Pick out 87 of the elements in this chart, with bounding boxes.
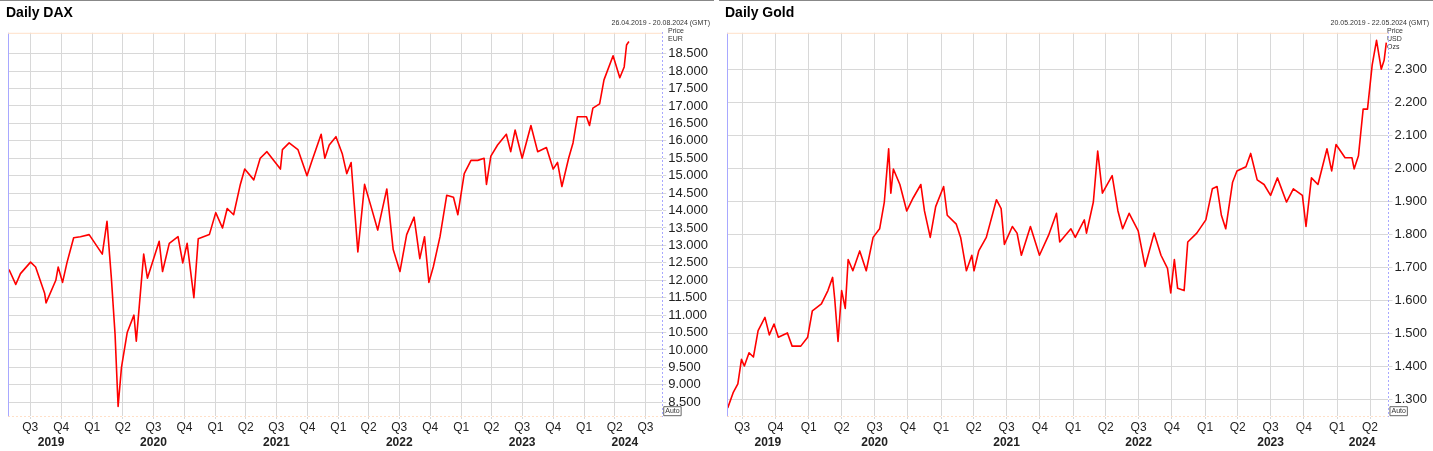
- x-tick-label: Q1: [207, 419, 224, 434]
- x-tick-label: Q2: [114, 419, 132, 434]
- y-tick-label: 14.500: [668, 184, 708, 200]
- y-tick-label: 11.000: [668, 306, 708, 322]
- x-tick-label: Q4: [1031, 419, 1049, 434]
- x-tick-label: Q2: [1097, 419, 1114, 434]
- x-tick-label: Q3: [866, 419, 883, 434]
- x-tick-label: Q2: [360, 419, 377, 434]
- y-tick-label: 11.500: [668, 289, 708, 305]
- x2-tick-label: 2019: [754, 435, 782, 450]
- y-tick-label: 1.300: [1394, 391, 1428, 407]
- x-tick-label: Q1: [330, 419, 347, 434]
- y-tick-label: 18.000: [668, 62, 708, 78]
- x2-tick-label: 2019: [37, 435, 65, 450]
- x-tick-label: Q1: [933, 419, 950, 434]
- y-tick-label: 1.900: [1394, 192, 1428, 208]
- x-tick-label: Q4: [1295, 419, 1313, 434]
- y-tick-label: 9.000: [668, 376, 701, 392]
- y-tick-label: 18.500: [668, 45, 708, 61]
- y-tick-label: 15.500: [668, 149, 708, 165]
- x-tick-label: Q2: [833, 419, 850, 434]
- x-tick-label: Q2: [965, 419, 982, 434]
- x-tick-label: Q3: [145, 419, 162, 434]
- y-tick-label: 13.000: [668, 236, 708, 252]
- chart-title: Daily DAX: [6, 4, 73, 20]
- x-tick-label: Q1: [576, 419, 593, 434]
- x-tick-label: Q4: [299, 419, 316, 434]
- y-tick-label: 2.300: [1394, 60, 1428, 76]
- x-tick-label: Q1: [1329, 419, 1346, 434]
- x-tick-label: Q3: [22, 419, 39, 434]
- x-tick-label: Q4: [899, 419, 917, 434]
- x2-tick-label: 2021: [993, 435, 1021, 450]
- x-tick-label: Q1: [453, 419, 470, 434]
- x2-tick-label: 2022: [385, 435, 413, 450]
- y-tick-label: 2.100: [1394, 126, 1428, 142]
- y-tick-label: 16.000: [668, 132, 708, 148]
- x-tick-label: Q4: [545, 419, 562, 434]
- x2-tick-label: 2020: [140, 435, 168, 450]
- y-tick-label: 2.000: [1394, 159, 1428, 175]
- x-tick-label: Q1: [1065, 419, 1082, 434]
- x-tick-label: Q4: [422, 419, 439, 434]
- y-tick-label: 9.500: [668, 358, 701, 374]
- x-tick-label: Q4: [1163, 419, 1181, 434]
- y-tick-label: 14.000: [668, 202, 708, 218]
- x-tick-label: Q3: [1262, 419, 1279, 434]
- x2-tick-label: 2021: [263, 435, 291, 450]
- y-tick-label: 17.000: [668, 97, 708, 113]
- x2-tick-label: 2022: [1125, 435, 1153, 450]
- y-tick-label: 1.400: [1394, 358, 1428, 374]
- y-tick-label: 16.500: [668, 115, 708, 130]
- y-tick-label: 8.500: [668, 393, 701, 409]
- x-tick-label: Q2: [483, 419, 500, 434]
- x-tick-label: Q4: [767, 419, 784, 434]
- x-tick-label: Q2: [1229, 419, 1246, 434]
- x2-tick-label: 2024: [611, 435, 639, 450]
- y-tick-label: 1.500: [1394, 325, 1428, 341]
- x-tick-label: Q3: [734, 419, 751, 434]
- x-tick-label: Q4: [53, 419, 70, 434]
- y-tick-label: 1.600: [1394, 292, 1428, 308]
- x-tick-label: Q2: [1362, 419, 1379, 434]
- x-tick-label: Q3: [514, 419, 531, 434]
- y-tick-label: 1.800: [1394, 225, 1428, 241]
- x2-tick-label: 2023: [1257, 435, 1285, 450]
- y-tick-label: 10.500: [668, 324, 708, 340]
- x-tick-label: Q3: [391, 419, 408, 434]
- y-tick-label: 13.500: [668, 219, 708, 235]
- x-tick-label: Q3: [268, 419, 285, 434]
- y-tick-label: 12.000: [668, 271, 708, 287]
- y-tick-label: 2.200: [1394, 93, 1428, 109]
- x2-tick-label: 2023: [508, 435, 536, 450]
- x-tick-label: Q2: [237, 419, 255, 434]
- y-tick-label: 1.700: [1394, 259, 1428, 275]
- x-tick-label: Q1: [84, 419, 101, 434]
- x-tick-label: Q3: [1130, 419, 1147, 434]
- x2-tick-label: 2020: [861, 435, 889, 450]
- x-tick-label: Q4: [176, 419, 193, 434]
- x-tick-label: Q1: [1197, 419, 1214, 434]
- x2-tick-label: 2024: [1348, 435, 1376, 450]
- x-tick-label: Q1: [800, 419, 818, 434]
- x-tick-label: Q3: [637, 419, 654, 434]
- x-tick-label: Q3: [998, 419, 1015, 434]
- x-tick-label: Q2: [606, 419, 624, 434]
- y-tick-label: 12.500: [668, 254, 708, 270]
- y-tick-label: 17.500: [668, 80, 708, 96]
- chart-title: Daily Gold: [725, 4, 795, 20]
- y-tick-label: 15.000: [668, 167, 708, 183]
- y-tick-label: 10.000: [668, 341, 708, 357]
